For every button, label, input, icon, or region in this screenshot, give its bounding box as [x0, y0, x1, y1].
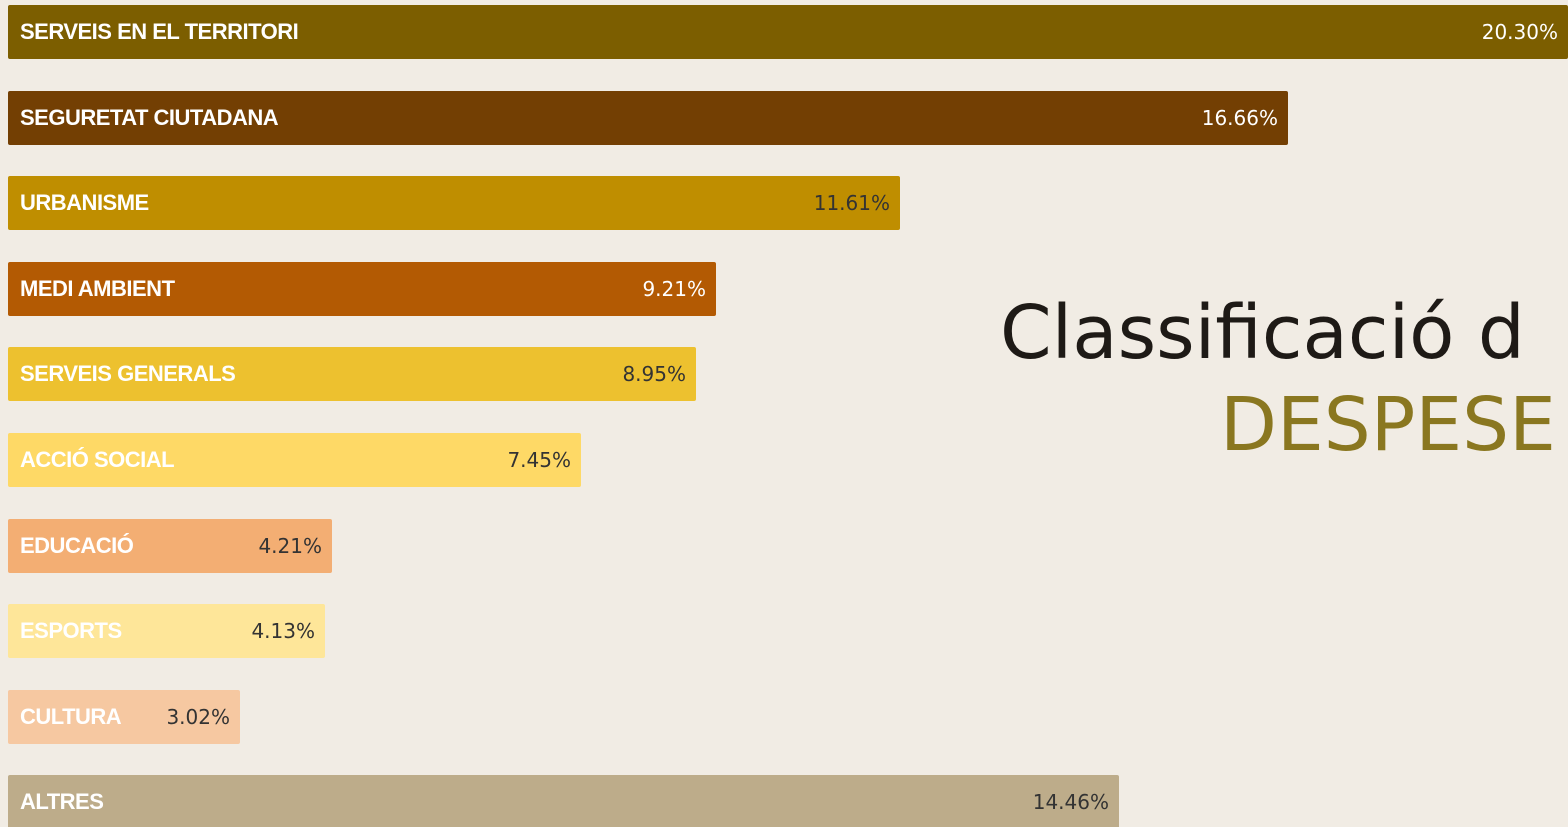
bar: URBANISME 11.61%	[8, 176, 900, 230]
bar-value-label: 14.46%	[1032, 790, 1109, 814]
bar-value-label: 20.30%	[1481, 20, 1558, 44]
bar-value-label: 4.13%	[251, 619, 315, 643]
bar: MEDI AMBIENT 9.21%	[8, 262, 716, 316]
title-line-2: DESPESE	[1220, 382, 1556, 468]
bar-value-label: 7.45%	[507, 448, 571, 472]
bar-value-label: 8.95%	[622, 362, 686, 386]
bar: SERVEIS GENERALS 8.95%	[8, 347, 696, 401]
bar-category-label: CULTURA	[20, 704, 122, 729]
bar-category-label: EDUCACIÓ	[20, 533, 134, 558]
bar: CULTURA 3.02%	[8, 690, 240, 744]
bar-category-label: ACCIÓ SOCIAL	[20, 447, 175, 472]
bar: ESPORTS 4.13%	[8, 604, 325, 658]
bar: ACCIÓ SOCIAL 7.45%	[8, 433, 581, 487]
bar-category-label: URBANISME	[20, 190, 149, 215]
bar-category-label: SERVEIS EN EL TERRITORI	[20, 19, 299, 44]
bar: ALTRES 14.46%	[8, 775, 1119, 827]
bar-value-label: 4.21%	[258, 534, 322, 558]
title-line-1: Classificació d	[1000, 290, 1525, 376]
bar-value-label: 11.61%	[813, 191, 890, 215]
slide-title: Classificació d DESPESE	[1000, 288, 1568, 488]
bar-category-label: ESPORTS	[20, 618, 122, 643]
bar-category-label: MEDI AMBIENT	[20, 276, 175, 301]
bar-value-label: 3.02%	[166, 705, 230, 729]
bar: SEGURETAT CIUTADANA 16.66%	[8, 91, 1288, 145]
bar-value-label: 16.66%	[1201, 106, 1278, 130]
bar: SERVEIS EN EL TERRITORI 20.30%	[8, 5, 1568, 59]
bar: EDUCACIÓ 4.21%	[8, 519, 332, 573]
bar-category-label: ALTRES	[20, 789, 104, 814]
bar-category-label: SERVEIS GENERALS	[20, 361, 236, 386]
bar-category-label: SEGURETAT CIUTADANA	[20, 105, 279, 130]
bar-value-label: 9.21%	[642, 277, 706, 301]
